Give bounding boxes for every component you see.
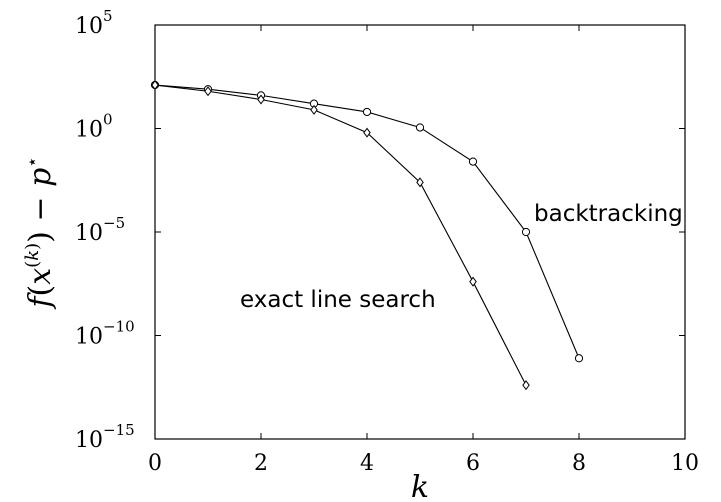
y-tick-base: 10: [75, 428, 103, 453]
data-point-exact-line-search: [204, 86, 212, 97]
y-tick-exponent: −5: [103, 214, 125, 232]
annotation-exact-line-search: exact line search: [240, 287, 436, 313]
y-tick-exponent: −15: [103, 421, 135, 439]
y-tick-label: 10−5: [75, 214, 125, 246]
data-point-exact-line-search: [416, 177, 424, 188]
x-axis-label: k: [411, 470, 429, 502]
data-point-backtracking: [468, 157, 478, 166]
y-tick-label: 10−10: [75, 318, 135, 350]
y-tick-exponent: 0: [103, 111, 113, 129]
series-line-backtracking: [154, 84, 580, 359]
data-point-exact-line-search: [363, 127, 371, 138]
data-point-backtracking: [574, 354, 584, 363]
data-point-backtracking: [362, 107, 372, 117]
data-point-exact-line-search: [469, 276, 477, 287]
y-tick-label: 105: [75, 7, 113, 39]
y-tick-base: 10: [75, 118, 103, 143]
y-tick-base: 10: [75, 221, 103, 246]
data-point-exact-line-search: [257, 94, 265, 105]
data-point-backtracking: [415, 123, 425, 132]
data-point-exact-line-search: [151, 79, 159, 91]
series-line-exact-line-search: [154, 84, 527, 386]
y-tick-label: 10−15: [75, 421, 135, 453]
x-tick-label: 4: [360, 451, 374, 476]
series-layer: [150, 79, 584, 391]
x-tick-label: 8: [572, 451, 586, 476]
plot-frame: [154, 24, 686, 440]
svg-text:f(x(k)) − p⋆: f(x(k)) − p⋆: [22, 156, 58, 309]
data-point-backtracking: [521, 227, 531, 237]
y-tick-base: 10: [75, 14, 103, 39]
x-tick-label: 0: [148, 451, 162, 476]
x-tick-label: 6: [466, 451, 480, 476]
data-point-exact-line-search: [522, 380, 530, 391]
y-tick-label: 100: [75, 111, 113, 143]
data-point-exact-line-search: [310, 104, 318, 115]
x-axis-ticks: 0 2 4 6 8 10: [148, 25, 699, 476]
annotation-backtracking: backtracking: [534, 201, 683, 227]
x-tick-label: 2: [254, 451, 268, 476]
y-axis-label: f(x(k)) − p⋆: [22, 156, 58, 309]
y-tick-exponent: −10: [103, 318, 135, 336]
x-tick-label: 10: [671, 451, 699, 476]
y-tick-base: 10: [75, 325, 103, 350]
y-tick-exponent: 5: [103, 7, 113, 25]
